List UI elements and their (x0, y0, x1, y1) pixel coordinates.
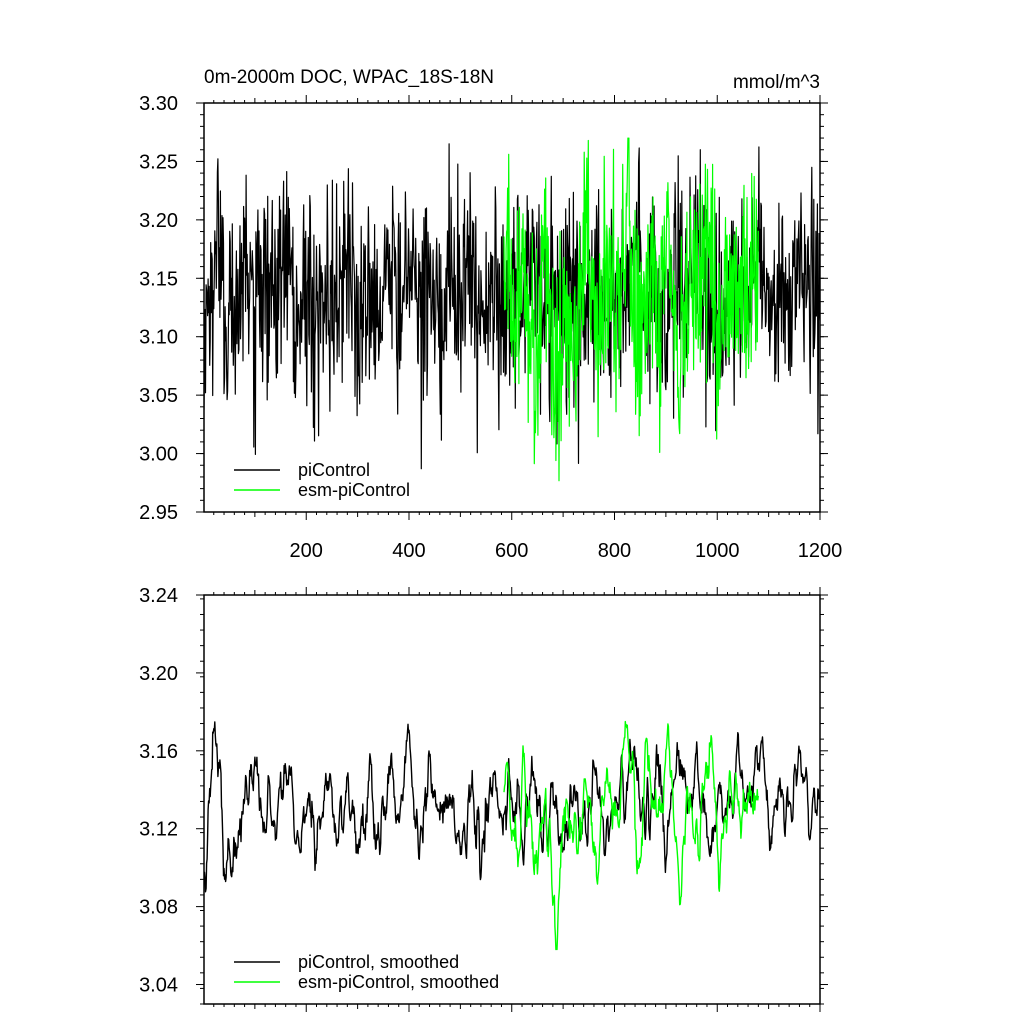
y-tick-label: 3.08 (139, 897, 178, 919)
top-series-picontrol-line (204, 143, 820, 470)
top-chart-units: mmol/m^3 (733, 72, 820, 93)
x-tick-label: 200 (290, 540, 323, 562)
x-tick-label: 400 (392, 540, 425, 562)
top-y-axis-labels: 2.95 3.00 3.05 3.10 3.15 3.20 3.25 3.30 (139, 93, 178, 524)
y-tick-label: 3.05 (139, 385, 178, 407)
bottom-panel: 3.04 3.08 3.12 3.16 3.20 3.24 piControl, smoo… (139, 585, 828, 1012)
y-tick-label: 3.20 (139, 663, 178, 685)
x-tick-label: 1200 (798, 540, 843, 562)
bottom-legend-label-esm-picontrol: esm-piControl, smoothed (298, 972, 499, 992)
top-legend: piControl esm-piControl (234, 460, 410, 500)
top-legend-label-esm-picontrol: esm-piControl (298, 480, 410, 500)
top-x-axis-labels: 200 400 600 800 1000 1200 (290, 540, 843, 562)
y-tick-label: 3.12 (139, 819, 178, 841)
y-tick-label: 3.15 (139, 268, 178, 290)
x-tick-label: 1000 (695, 540, 740, 562)
y-tick-label: 3.20 (139, 210, 178, 232)
top-plot-frame (203, 102, 821, 513)
top-legend-label-picontrol: piControl (298, 460, 370, 480)
top-panel: 0m-2000m DOC, WPAC_18S-18N mmol/m^3 2.95… (139, 67, 842, 562)
bottom-plot-frame (203, 594, 821, 1005)
y-tick-label: 3.00 (139, 444, 178, 466)
bottom-legend-label-picontrol: piControl, smoothed (298, 952, 459, 972)
y-tick-label: 2.95 (139, 502, 178, 524)
y-tick-label: 3.25 (139, 151, 178, 173)
y-tick-label: 3.16 (139, 741, 178, 763)
top-series-esm-picontrol-line (503, 137, 759, 482)
y-tick-label: 3.04 (139, 975, 178, 997)
y-tick-label: 3.30 (139, 93, 178, 115)
top-chart-title: 0m-2000m DOC, WPAC_18S-18N (204, 67, 494, 88)
bottom-series-picontrol-smoothed-line (204, 721, 820, 893)
bottom-legend: piControl, smoothed esm-piControl, smoot… (234, 952, 499, 992)
x-tick-label: 600 (495, 540, 528, 562)
bottom-series-esm-picontrol-smoothed-line (503, 720, 759, 951)
bottom-y-axis-labels: 3.04 3.08 3.12 3.16 3.20 3.24 (139, 585, 178, 997)
y-tick-label: 3.24 (139, 585, 178, 607)
x-tick-label: 800 (598, 540, 631, 562)
y-tick-label: 3.10 (139, 327, 178, 349)
